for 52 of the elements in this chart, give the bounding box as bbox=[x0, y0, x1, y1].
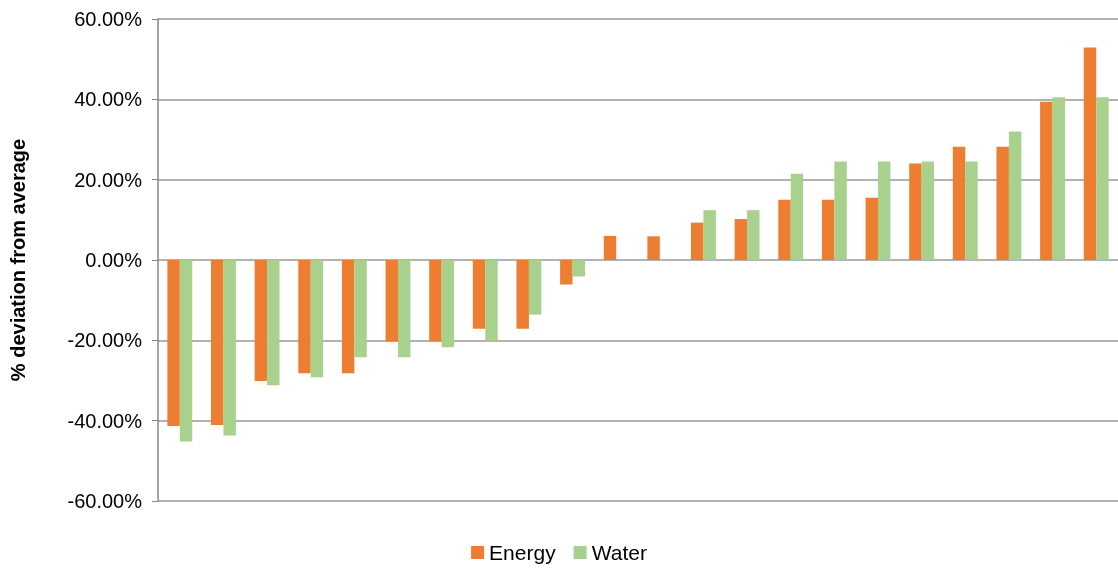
bar bbox=[747, 210, 760, 260]
y-tick-label: -20.00% bbox=[67, 329, 143, 352]
bar bbox=[778, 199, 791, 260]
bar bbox=[472, 260, 486, 329]
bar bbox=[341, 260, 355, 374]
bar bbox=[485, 260, 498, 341]
bar bbox=[223, 260, 236, 436]
bar bbox=[1083, 47, 1097, 260]
bar bbox=[965, 161, 978, 260]
bar bbox=[516, 260, 529, 329]
bar bbox=[310, 260, 324, 378]
bar bbox=[528, 260, 542, 315]
bar bbox=[790, 173, 804, 260]
bar bbox=[167, 260, 180, 426]
y-axis-title: % deviation from average bbox=[7, 138, 29, 382]
y-tick-label: 0.00% bbox=[85, 249, 143, 271]
bar bbox=[254, 260, 268, 381]
legend-label: Water bbox=[591, 541, 647, 564]
bar bbox=[921, 161, 935, 260]
y-tick-label: -40.00% bbox=[67, 409, 143, 432]
y-tick-label: 60.00% bbox=[74, 8, 143, 30]
bar bbox=[691, 222, 704, 260]
bar bbox=[878, 161, 891, 260]
bar bbox=[647, 236, 660, 260]
bar bbox=[572, 260, 585, 277]
bar bbox=[865, 197, 878, 260]
bar bbox=[179, 260, 193, 442]
bar bbox=[398, 260, 411, 358]
bar bbox=[821, 199, 835, 260]
bar bbox=[1040, 101, 1053, 260]
bar bbox=[354, 260, 367, 358]
bar bbox=[834, 161, 847, 260]
bar bbox=[703, 210, 716, 260]
bar bbox=[429, 260, 442, 342]
y-tick-label: 40.00% bbox=[74, 88, 143, 111]
legend-label: Energy bbox=[489, 541, 557, 564]
bar bbox=[385, 260, 398, 342]
bar bbox=[952, 146, 966, 260]
bar bbox=[298, 260, 311, 374]
y-tick-label: 20.00% bbox=[74, 168, 143, 191]
bar bbox=[734, 219, 748, 260]
bar bbox=[1008, 131, 1022, 260]
bar bbox=[1052, 97, 1065, 260]
y-tick-label: -60.00% bbox=[67, 490, 143, 512]
bar bbox=[1096, 97, 1109, 260]
bar bbox=[560, 260, 573, 285]
bar bbox=[603, 235, 617, 260]
bar bbox=[211, 260, 224, 426]
bar bbox=[996, 146, 1009, 260]
bar bbox=[267, 260, 280, 386]
bar bbox=[441, 260, 455, 348]
bar bbox=[909, 163, 922, 260]
